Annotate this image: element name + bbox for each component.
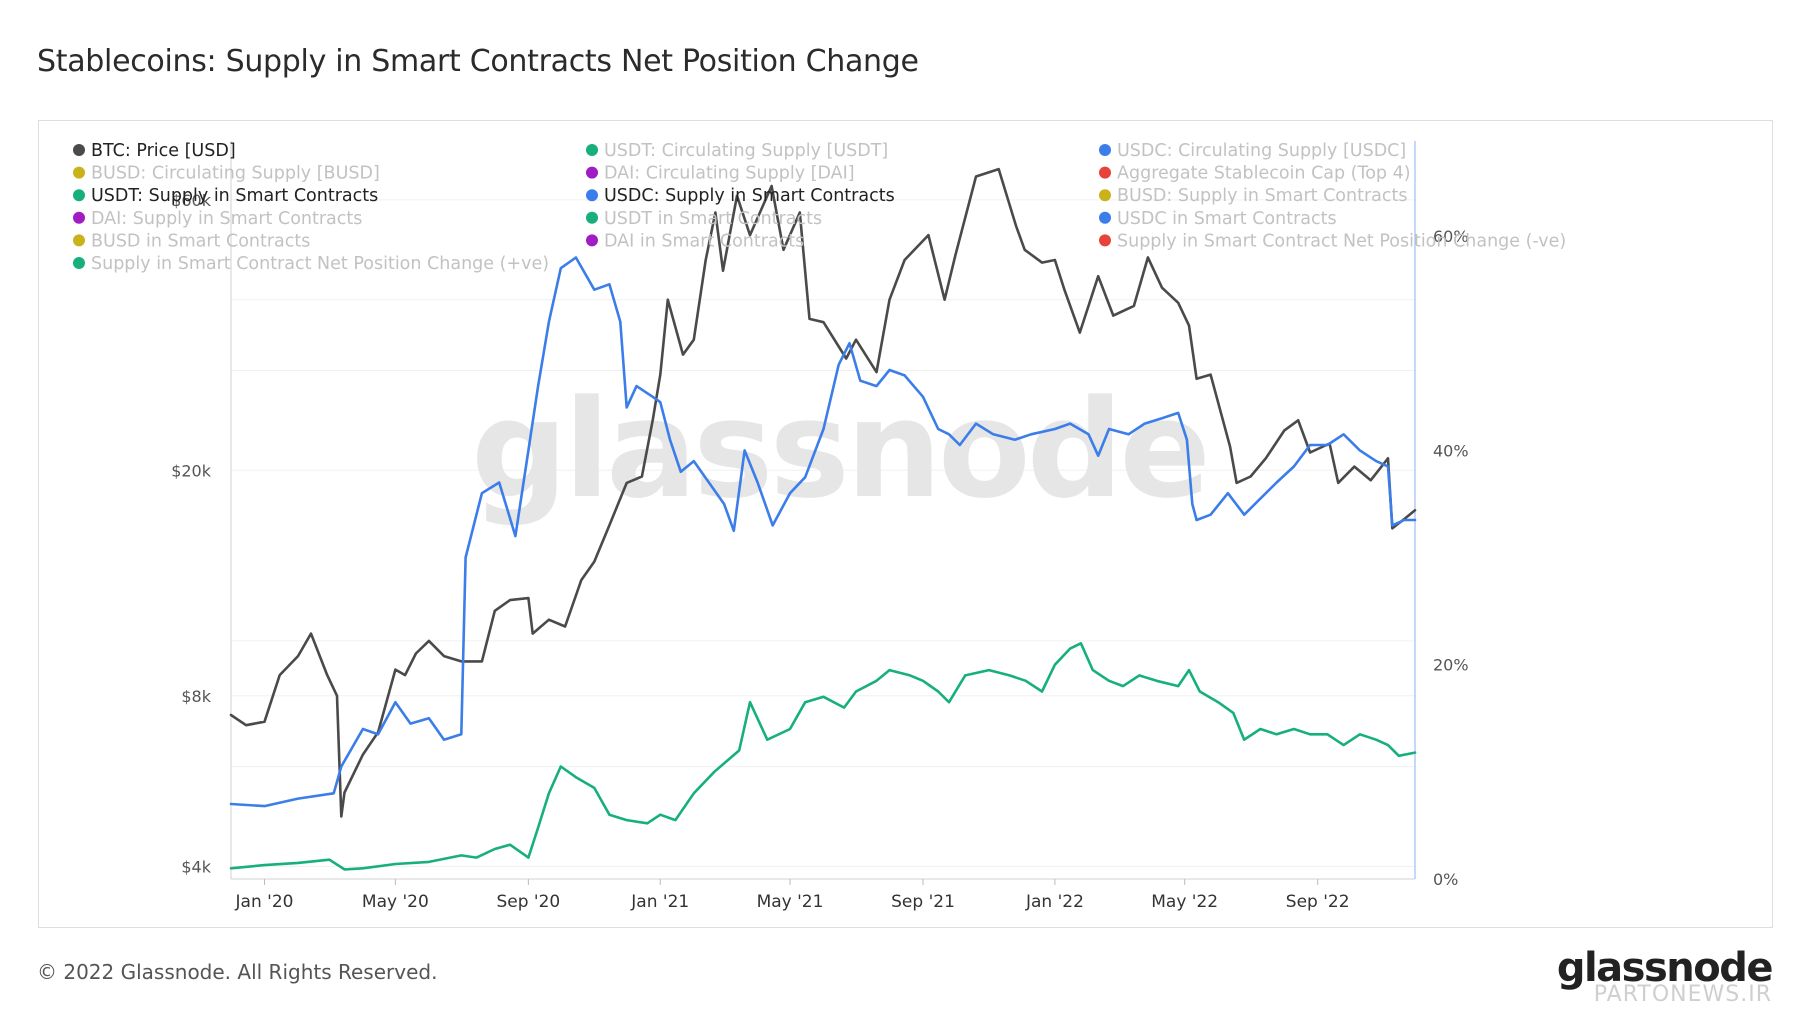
legend-label: BUSD: Circulating Supply [BUSD] xyxy=(91,164,380,184)
watermark: glassnode xyxy=(471,371,1207,528)
legend-dot xyxy=(1099,234,1111,247)
left-tick-label: $8k xyxy=(181,687,211,706)
footer-copyright: © 2022 Glassnode. All Rights Reserved. xyxy=(37,960,438,984)
legend-dot xyxy=(586,234,598,247)
footer-logo: glassnode xyxy=(1556,945,1774,991)
legend-dot xyxy=(586,211,598,224)
right-tick-label: 60% xyxy=(1433,227,1469,246)
legend-label: DAI: Circulating Supply [DAI] xyxy=(604,164,855,184)
left-tick-label: $60k xyxy=(171,191,212,210)
legend-dot xyxy=(73,211,85,224)
legend-dot xyxy=(73,144,85,156)
left-tick-label: $20k xyxy=(171,461,212,480)
left-tick-label: $4k xyxy=(181,857,211,876)
legend-dot xyxy=(73,234,85,247)
x-tick-label: May '22 xyxy=(1151,892,1218,912)
x-tick-label: Jan '20 xyxy=(235,892,294,912)
legend-dot xyxy=(73,166,85,179)
legend-label: USDT: Circulating Supply [USDT] xyxy=(604,141,888,161)
chart-svg: glassnode $4k $8k $20k $60k 0% 20% 40% 60% Jan '2… xyxy=(73,141,1566,912)
legend-dot xyxy=(73,189,85,202)
x-tick-label: May '21 xyxy=(757,892,824,912)
right-tick-label: 40% xyxy=(1433,441,1469,460)
x-tick-label: Sep '21 xyxy=(891,892,955,912)
legend-label: Supply in Smart Contract Net Position Ch… xyxy=(1117,231,1566,251)
legend-label: Aggregate Stablecoin Cap (Top 4) xyxy=(1117,164,1411,184)
legend-dot xyxy=(1099,211,1111,224)
legend-dot xyxy=(586,189,598,202)
x-tick-label: Sep '22 xyxy=(1286,892,1350,912)
x-tick-label: May '20 xyxy=(362,892,429,912)
legend-label: USDC: Supply in Smart Contracts xyxy=(604,186,895,206)
legend-label: USDC: Circulating Supply [USDC] xyxy=(1117,141,1406,161)
series-line-0 xyxy=(229,167,1417,818)
series-line-1 xyxy=(229,256,1417,808)
footer-credit: PARTONEWS.IR xyxy=(1593,982,1772,1007)
x-tick-label: Sep '20 xyxy=(496,892,560,912)
legend-label: USDT: Supply in Smart Contracts xyxy=(91,186,378,206)
page-title: Stablecoins: Supply in Smart Contracts N… xyxy=(37,44,919,79)
legend-dot xyxy=(586,166,598,179)
legend-dot xyxy=(1099,166,1111,179)
series-line-2 xyxy=(229,642,1417,871)
legend-dot xyxy=(1099,144,1111,156)
legend-label: DAI in Smart Contracts xyxy=(604,231,804,251)
x-tick-label: Jan '22 xyxy=(1025,892,1084,912)
legend-label: Supply in Smart Contract Net Position Ch… xyxy=(91,254,549,274)
legend-label: BUSD in Smart Contracts xyxy=(91,231,310,251)
legend-dot xyxy=(1099,189,1111,202)
right-tick-label: 20% xyxy=(1433,656,1469,675)
legend-dot xyxy=(73,257,85,269)
legend-label: BTC: Price [USD] xyxy=(91,141,236,161)
legend-dot xyxy=(586,144,598,156)
chart-panel: glassnode $4k $8k $20k $60k 0% 20% 40% 60% Jan '2… xyxy=(38,120,1773,928)
legend-label: DAI: Supply in Smart Contracts xyxy=(91,209,362,229)
legend-label: USDT in Smart Contracts xyxy=(604,209,822,229)
right-tick-label: 0% xyxy=(1433,870,1458,889)
legend-label: BUSD: Supply in Smart Contracts xyxy=(1117,186,1407,206)
x-tick-label: Jan '21 xyxy=(630,892,689,912)
legend-label: USDC in Smart Contracts xyxy=(1117,209,1337,229)
